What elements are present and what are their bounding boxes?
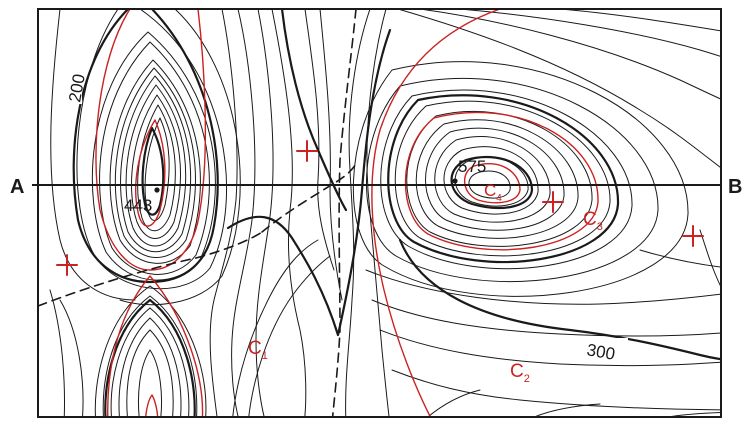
point-b-label: B: [728, 176, 742, 198]
point-a-label: A: [10, 176, 24, 198]
peak-point-left: [154, 187, 160, 193]
plus-icon: [682, 225, 704, 247]
contour-300-label: 300: [585, 340, 616, 364]
peak-elevation-left: 443: [124, 196, 152, 215]
middle-red-contour: [371, 9, 501, 417]
plus-markers: [56, 140, 704, 276]
region-c4-label: C4: [484, 181, 502, 204]
contour-300-line: [398, 238, 721, 361]
middle-contours: [209, 9, 390, 417]
contour-200-line: [72, 9, 219, 284]
peak-point-right: [452, 178, 458, 184]
left-hill-contours: [50, 9, 241, 306]
left-lower-red-contour: [107, 275, 204, 417]
right-hill-red-contour: [404, 111, 599, 251]
left-lower-hill-contours: [49, 285, 207, 417]
middle-thick-contour: [226, 28, 392, 337]
right-hill-contours: [352, 9, 721, 417]
contour-200-label: 200: [65, 72, 89, 103]
left-hill-red-contour: [95, 9, 207, 271]
plus-icon: [56, 254, 78, 276]
divide-lines: [38, 9, 357, 417]
region-c1-label: C1: [248, 338, 268, 362]
region-c2-label: C2: [510, 361, 530, 385]
plus-icon: [296, 140, 318, 162]
region-c3-label: C3: [583, 209, 603, 233]
peak-elevation-right: 575: [458, 157, 486, 176]
map-frame: [37, 8, 722, 418]
plus-icon: [542, 191, 564, 213]
